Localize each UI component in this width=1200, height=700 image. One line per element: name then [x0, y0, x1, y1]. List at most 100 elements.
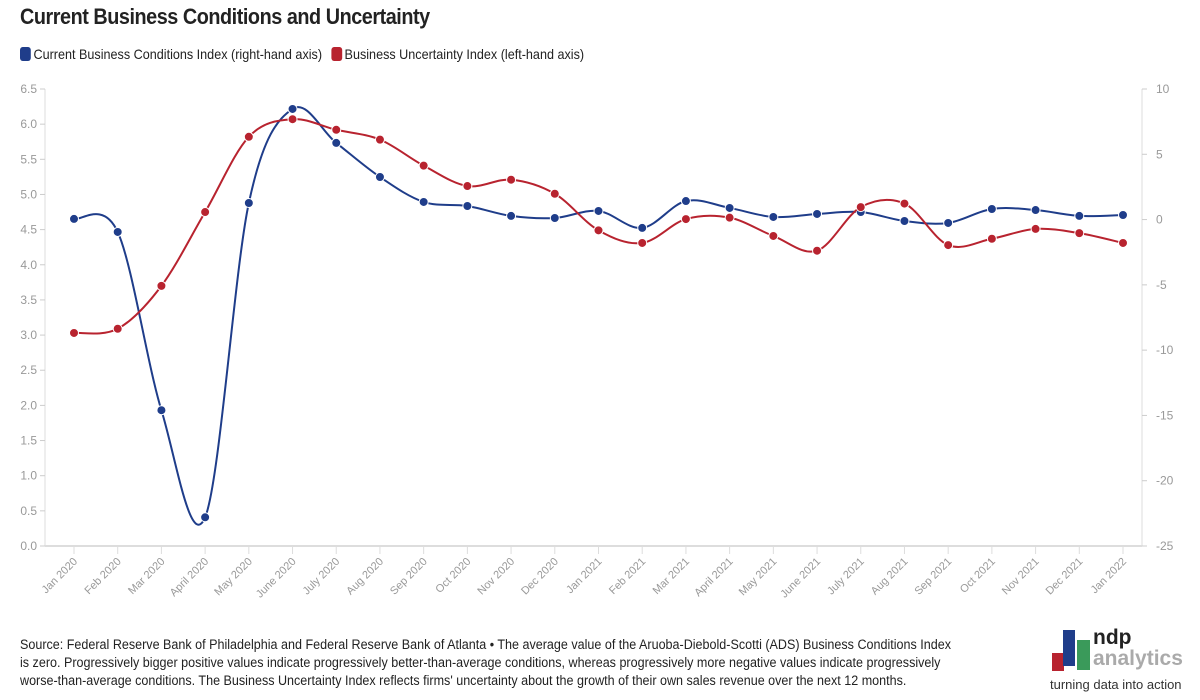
legend-item-uncertainty[interactable]: Business Uncertainty Index (left-hand ax… [331, 46, 584, 62]
x-tick-label: June 2021 [778, 556, 823, 601]
left-tick-label: 6.0 [20, 117, 37, 131]
x-tick-label: Feb 2021 [607, 556, 648, 597]
x-tick-label: Feb 2020 [82, 556, 123, 597]
left-tick-label: 4.0 [20, 258, 37, 272]
left-tick-label: 2.5 [20, 363, 37, 377]
right-tick-label: 0 [1156, 213, 1163, 227]
data-point [943, 217, 954, 228]
data-point [243, 197, 254, 208]
data-point [724, 202, 735, 213]
right-tick-label: 5 [1156, 147, 1163, 161]
x-tick-label: June 2020 [254, 556, 299, 601]
legend-label: Business Uncertainty Index (left-hand ax… [344, 46, 585, 62]
x-tick-label: Jan 2020 [40, 556, 80, 596]
data-point [1118, 210, 1128, 221]
logo-text: ndp [1093, 626, 1132, 649]
data-point [331, 137, 342, 148]
series-line-conditions [73, 106, 1124, 526]
data-point [156, 405, 167, 416]
legend-item-conditions[interactable]: Current Business Conditions Index (right… [20, 46, 322, 62]
x-tick-label: Dec 2020 [519, 556, 561, 598]
x-tick-label: April 2020 [168, 556, 212, 600]
legend-label: Current Business Conditions Index (right… [33, 46, 323, 62]
data-point [724, 212, 735, 223]
data-point [374, 172, 385, 183]
chart-plot: 0.0 0.5 1.0 1.5 2.0 2.5 3.0 3.5 4.0 4.5 5.0 5.5 6.0 6… [20, 82, 1174, 601]
x-tick-label: Sep 2021 [912, 556, 954, 598]
data-point [200, 207, 211, 218]
source-note: Source: Federal Reserve Bank of Philadel… [20, 637, 951, 688]
right-tick-label: -5 [1156, 278, 1167, 292]
data-point [1118, 237, 1128, 248]
data-point [69, 327, 79, 338]
data-point [506, 210, 517, 221]
legend: Current Business Conditions Index (right… [20, 46, 589, 62]
data-point [1030, 223, 1041, 234]
data-point [462, 200, 473, 211]
data-point [768, 230, 779, 241]
left-tick-label: 3.0 [20, 328, 37, 342]
left-tick-label: 0.0 [20, 539, 37, 553]
data-point [680, 214, 691, 225]
data-point [506, 174, 517, 185]
data-point [549, 213, 560, 224]
right-tick-label: -20 [1156, 474, 1174, 488]
data-point [637, 237, 648, 248]
data-point [680, 196, 691, 207]
data-point [593, 205, 604, 216]
data-point [899, 198, 910, 209]
ndp-analytics-logo: ndp analytics turning data into action [1045, 626, 1195, 700]
x-tick-label: Jan 2021 [564, 556, 604, 596]
left-tick-label: 6.5 [20, 82, 37, 96]
left-tick-label: 5.0 [20, 187, 37, 201]
data-point [200, 512, 211, 523]
data-point [418, 196, 429, 207]
data-point [986, 203, 997, 214]
left-tick-label: 1.5 [20, 434, 37, 448]
data-point [69, 213, 79, 224]
x-tick-label: Dec 2021 [1044, 556, 1086, 598]
data-point [899, 216, 910, 227]
data-point [331, 124, 342, 135]
right-tick-label: -15 [1156, 408, 1174, 422]
right-tick-label: 10 [1156, 82, 1170, 96]
left-tick-label: 2.0 [20, 398, 37, 412]
x-tick-label: May 2020 [212, 556, 255, 599]
data-point [855, 202, 866, 213]
x-tick-label: Jan 2022 [1089, 556, 1129, 596]
data-point [112, 226, 123, 237]
data-point [287, 103, 298, 114]
x-tick-label: Aug 2021 [869, 556, 911, 598]
left-tick-label: 0.5 [20, 504, 37, 518]
data-point [287, 114, 298, 125]
legend-swatch-blue [20, 47, 31, 61]
left-tick-label: 3.5 [20, 293, 37, 307]
data-point [986, 233, 997, 244]
data-point [1030, 205, 1041, 216]
data-point [1074, 210, 1085, 221]
right-tick-label: -25 [1156, 539, 1174, 553]
data-point [637, 222, 648, 233]
data-point [943, 240, 954, 251]
data-point [593, 225, 604, 236]
x-tick-label: July 2020 [301, 556, 343, 598]
x-tick-label: May 2021 [737, 556, 780, 599]
x-tick-label: Mar 2020 [126, 556, 167, 597]
left-tick-label: 1.0 [20, 469, 37, 483]
data-point [418, 160, 429, 171]
right-tick-label: -10 [1156, 343, 1174, 357]
x-tick-label: Oct 2020 [433, 556, 473, 596]
data-point [243, 131, 254, 142]
x-tick-label: Aug 2020 [344, 556, 386, 598]
legend-swatch-red [331, 47, 342, 61]
x-tick-label: Mar 2021 [651, 556, 692, 597]
x-tick-label: Nov 2021 [1000, 556, 1042, 598]
x-tick-label: Sep 2020 [388, 556, 430, 598]
data-point [812, 245, 823, 256]
left-tick-label: 5.5 [20, 152, 37, 166]
x-tick-label: July 2021 [825, 556, 867, 598]
data-point [1074, 228, 1085, 239]
data-point [112, 323, 123, 334]
logo-tagline: turning data into action [1050, 677, 1182, 692]
data-point [768, 211, 779, 222]
